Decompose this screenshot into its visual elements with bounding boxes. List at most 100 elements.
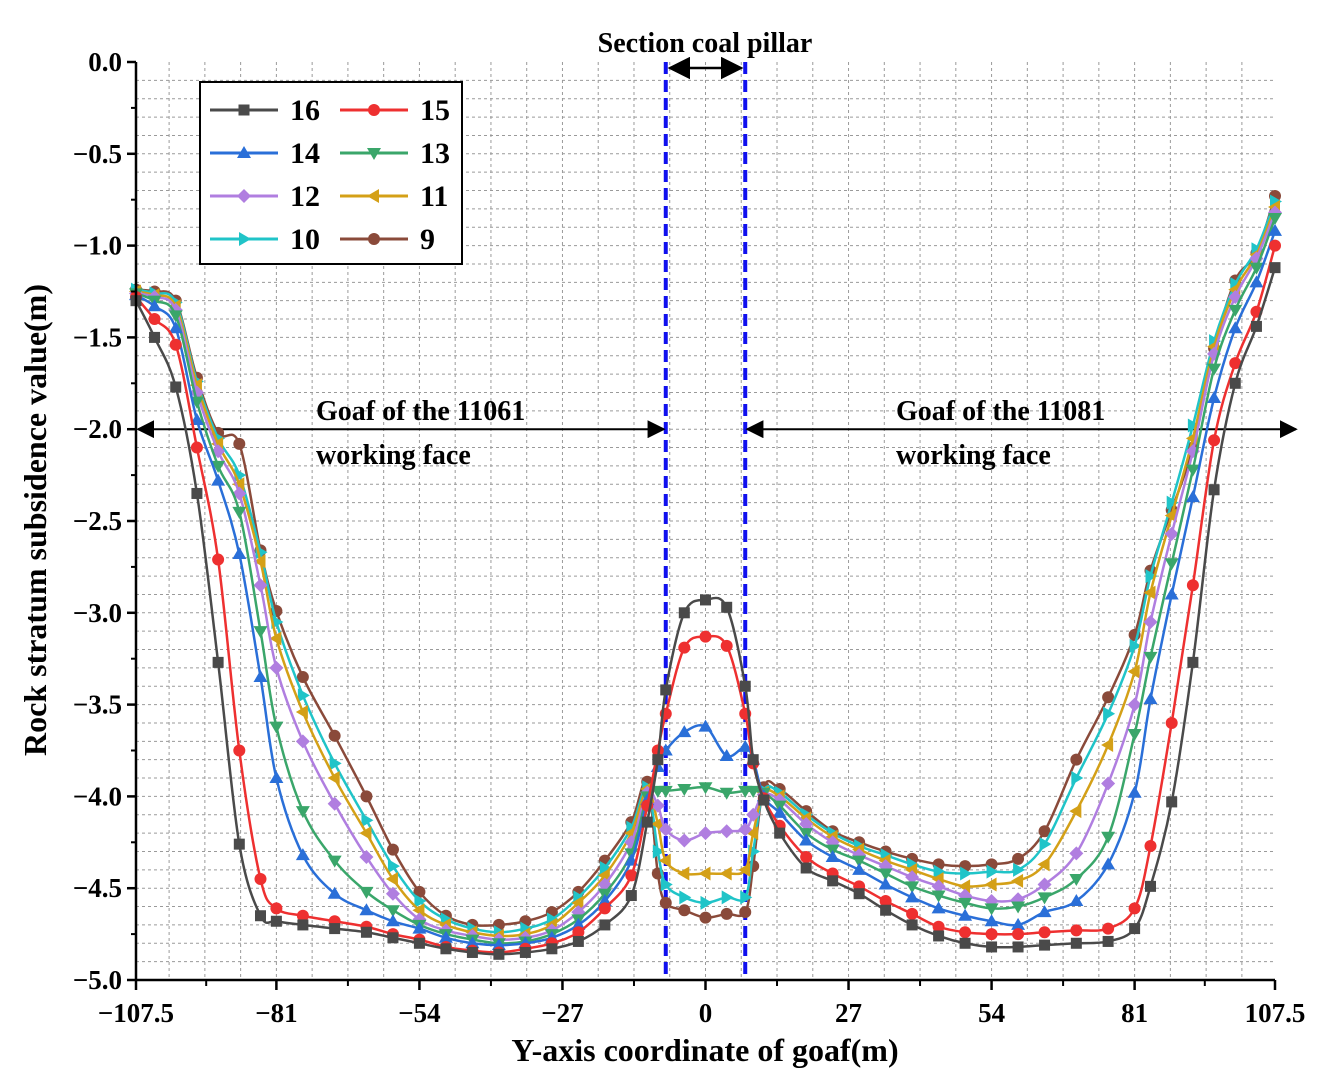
y-tick-label: −3.5 (73, 690, 122, 720)
data-point (368, 104, 380, 116)
data-point (678, 641, 691, 654)
data-point (721, 890, 734, 905)
data-point (598, 902, 611, 915)
data-point (984, 877, 997, 892)
data-point (1011, 917, 1026, 930)
y-axis-title: Rock stratum subsidence value(m) (17, 284, 53, 756)
x-tick-label: −54 (398, 998, 440, 1028)
data-point (1069, 804, 1082, 819)
data-point (412, 921, 427, 934)
data-point (660, 877, 673, 892)
data-point (699, 630, 712, 643)
data-point (852, 855, 867, 868)
data-point (211, 460, 226, 473)
data-point (960, 866, 973, 881)
data-point (698, 719, 713, 732)
data-point (825, 849, 840, 862)
data-point (1207, 390, 1222, 403)
data-point (679, 890, 692, 905)
data-point (1127, 785, 1142, 798)
data-point (189, 413, 204, 426)
data-point (1127, 728, 1142, 741)
data-point (625, 890, 637, 902)
data-point (1012, 928, 1025, 941)
data-point (327, 771, 340, 786)
data-point (232, 477, 245, 492)
data-point (738, 822, 753, 837)
data-point (698, 782, 713, 795)
y-tick-label: 0.0 (88, 47, 122, 77)
data-point (719, 824, 734, 839)
data-point (698, 866, 711, 881)
data-point (1249, 275, 1264, 288)
data-point (466, 946, 478, 958)
data-point (739, 906, 752, 919)
x-tick-label: 54 (978, 998, 1005, 1028)
y-tick-label: −4.5 (73, 873, 122, 903)
data-point (933, 930, 945, 942)
data-point (1143, 651, 1158, 664)
data-point (1250, 320, 1262, 332)
data-point (491, 938, 506, 951)
data-point (170, 381, 182, 393)
data-point (1037, 905, 1052, 918)
data-point (387, 859, 400, 874)
data-point (385, 914, 400, 927)
data-point (1143, 614, 1158, 629)
data-point (959, 926, 972, 939)
x-axis-title: Y-axis coordinate of goaf(m) (511, 1032, 898, 1068)
data-point (1011, 901, 1026, 914)
data-point (269, 660, 284, 675)
data-point (1071, 771, 1084, 786)
data-point (327, 855, 342, 868)
data-point (958, 879, 971, 894)
data-point (211, 473, 226, 486)
data-point (746, 826, 759, 841)
x-tick-label: 0 (699, 998, 713, 1028)
data-point (1164, 558, 1179, 571)
data-point (1101, 776, 1116, 791)
data-point (269, 771, 284, 784)
data-point (906, 919, 918, 931)
data-point (986, 941, 998, 953)
data-point (650, 816, 663, 831)
data-point (1037, 892, 1052, 905)
data-point (1145, 880, 1157, 892)
data-point (658, 853, 671, 868)
data-point (1037, 857, 1050, 872)
data-point (189, 396, 204, 409)
data-point (1070, 924, 1083, 937)
data-point (1039, 939, 1051, 951)
data-point (905, 890, 920, 903)
data-point (1229, 377, 1241, 389)
data-point (1164, 508, 1177, 523)
data-point (799, 816, 814, 831)
data-point (738, 739, 753, 752)
data-point (190, 441, 203, 454)
data-point (1249, 262, 1264, 275)
data-point (984, 914, 999, 927)
data-point (572, 935, 584, 947)
data-point (1101, 831, 1116, 844)
legend-label: 16 (290, 94, 320, 127)
legend-label: 12 (290, 180, 320, 213)
y-tick-label: −5.0 (73, 965, 122, 995)
data-point (386, 843, 399, 856)
data-point (1127, 697, 1142, 712)
series-layer (129, 190, 1282, 960)
y-tick-label: −4.0 (73, 781, 122, 811)
data-point (739, 680, 751, 692)
data-point (1143, 585, 1156, 600)
data-point (677, 784, 692, 797)
y-tick-label: −1.0 (73, 231, 122, 261)
data-point (599, 919, 611, 931)
legend-entry-10: 10 (210, 223, 320, 256)
data-point (253, 554, 266, 569)
data-point (297, 688, 310, 703)
data-point (1037, 877, 1052, 892)
data-point (440, 943, 452, 955)
data-point (933, 864, 946, 879)
data-point (1185, 490, 1200, 503)
data-point (1102, 935, 1114, 947)
data-point (677, 725, 692, 738)
